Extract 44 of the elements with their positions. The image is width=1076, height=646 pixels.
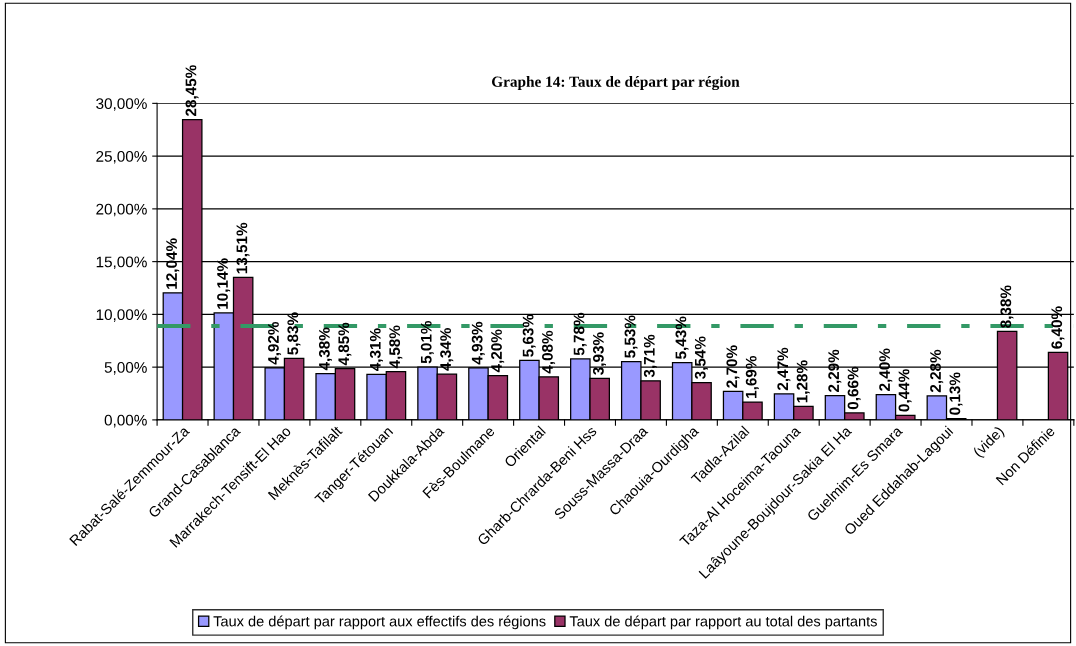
data-label: 2,70% xyxy=(726,345,740,388)
data-label: 4,20% xyxy=(491,329,505,373)
data-label: 5,53% xyxy=(624,315,638,358)
data-label: 13,51% xyxy=(236,222,250,274)
chart-title: Graphe 14: Taux de départ par région xyxy=(491,76,740,91)
data-label: 3,93% xyxy=(592,332,606,375)
data-label: 5,83% xyxy=(287,312,301,355)
data-label: 1,69% xyxy=(745,355,759,398)
data-label: 3,54% xyxy=(694,336,708,380)
y-tick-label: 5,00% xyxy=(104,362,147,375)
data-label: 4,38% xyxy=(318,327,332,371)
y-tick-label: 25,00% xyxy=(96,150,147,164)
data-label: 4,93% xyxy=(471,321,485,365)
y-tick-label: 0,00% xyxy=(104,414,147,428)
y-tick-label: 30,00% xyxy=(96,98,147,111)
y-tick-label: 20,00% xyxy=(96,203,147,217)
data-label: 28,45% xyxy=(185,65,199,117)
data-label: 10,14% xyxy=(217,258,231,309)
data-label: 5,43% xyxy=(675,316,689,359)
data-label: 2,47% xyxy=(777,347,791,391)
data-label: 0,66% xyxy=(847,366,861,410)
data-label: 1,28% xyxy=(796,360,810,403)
legend-label: Taux de départ par rapport au total des partants xyxy=(569,615,877,630)
data-label: 4,85% xyxy=(338,322,352,366)
data-label: 2,40% xyxy=(879,348,893,391)
data-label: 4,92% xyxy=(268,321,282,365)
data-label: 3,71% xyxy=(643,334,657,378)
data-label: 4,31% xyxy=(369,328,383,372)
data-label: 2,28% xyxy=(930,349,944,393)
data-label: 5,63% xyxy=(522,314,536,357)
data-label: 4,08% xyxy=(542,330,556,374)
data-label: 6,40% xyxy=(1051,306,1065,349)
data-label: 4,58% xyxy=(389,325,403,369)
y-tick-label: 10,00% xyxy=(96,309,147,322)
y-tick-label: 15,00% xyxy=(96,256,147,270)
data-label: 5,01% xyxy=(420,320,434,364)
data-label: 8,38% xyxy=(1000,285,1014,328)
data-label: 0,13% xyxy=(949,372,963,415)
data-label: 2,29% xyxy=(828,349,842,393)
data-label: 12,04% xyxy=(166,238,180,289)
data-label: 5,78% xyxy=(573,312,587,356)
data-label: 4,34% xyxy=(440,328,454,371)
legend-label: Taux de départ par rapport aux effectifs des régions xyxy=(213,615,546,630)
data-label: 0,44% xyxy=(898,369,912,412)
